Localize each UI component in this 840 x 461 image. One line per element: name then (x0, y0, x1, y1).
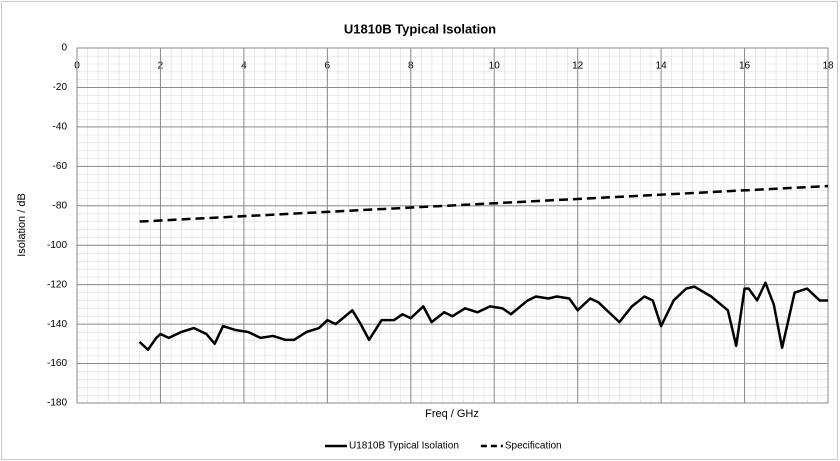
y-tick-label: 0 (61, 43, 67, 54)
y-tick-label: -140 (47, 319, 67, 330)
y-axis-label: Isolation / dB (16, 193, 28, 257)
series-line (139, 184, 829, 223)
plot-border (76, 47, 829, 404)
y-tick-label: -20 (53, 82, 68, 93)
y-tick-label: -180 (47, 398, 67, 409)
y-tick-label: -60 (53, 161, 68, 172)
legend-label: U1810B Typical Isolation (349, 441, 459, 452)
minor-grid (77, 48, 828, 403)
series-line (138, 281, 828, 351)
legend-label: Specification (505, 441, 562, 452)
y-tick-label: -120 (47, 279, 67, 290)
y-tick-label: -80 (53, 200, 68, 211)
x-axis-label: Freq / GHz (425, 408, 479, 420)
y-tick-label: -160 (47, 358, 67, 369)
chart-title: U1810B Typical Isolation (344, 21, 496, 36)
y-tick-label: -40 (53, 122, 68, 133)
y-tick-label: -100 (47, 240, 67, 251)
